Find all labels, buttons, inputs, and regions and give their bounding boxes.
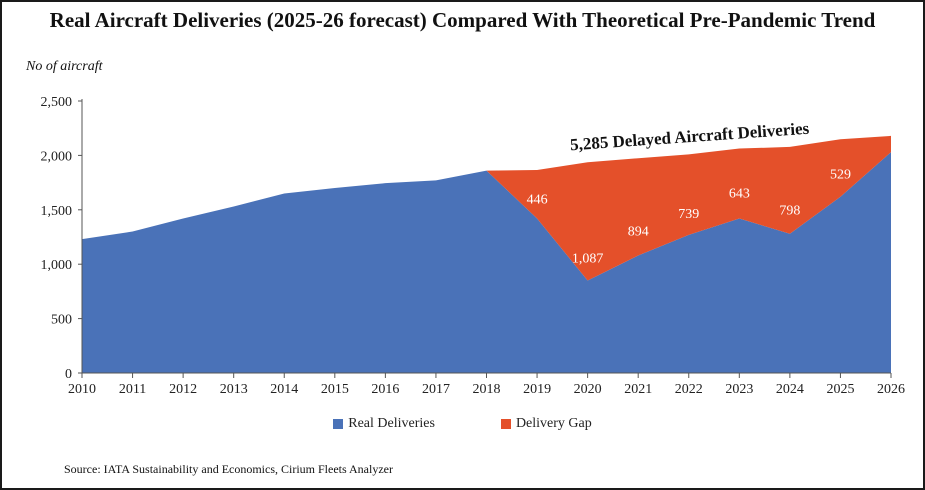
data-label-gap-2020: 1,087 xyxy=(572,252,604,267)
data-label-gap-2025: 529 xyxy=(830,168,851,183)
legend-label-real-deliveries: Real Deliveries xyxy=(348,416,435,431)
x-tick-label-2015: 2015 xyxy=(321,382,349,397)
legend-label-delivery-gap: Delivery Gap xyxy=(515,416,592,431)
y-tick-label-1000: 1,000 xyxy=(41,258,73,273)
x-tick-label-2014: 2014 xyxy=(270,382,298,397)
x-tick-label-2023: 2023 xyxy=(725,382,753,397)
x-tick-label-2026: 2026 xyxy=(877,382,905,397)
x-tick-label-2024: 2024 xyxy=(776,382,804,397)
y-tick-label-500: 500 xyxy=(51,313,72,328)
data-label-gap-2026: 149 xyxy=(863,125,884,140)
x-tick-label-2012: 2012 xyxy=(169,382,197,397)
y-tick-label-2500: 2,500 xyxy=(41,95,73,110)
source-note: Source: IATA Sustainability and Economic… xyxy=(64,462,393,476)
data-label-gap-2024: 798 xyxy=(779,204,800,219)
x-tick-label-2010: 2010 xyxy=(68,382,96,397)
series-area-real-deliveries xyxy=(82,152,891,373)
y-tick-label-0: 0 xyxy=(65,367,72,382)
y-tick-label-1500: 1,500 xyxy=(41,204,73,219)
y-tick-label-2000: 2,000 xyxy=(41,149,73,164)
x-tick-label-2022: 2022 xyxy=(675,382,703,397)
x-tick-label-2011: 2011 xyxy=(119,382,146,397)
x-tick-label-2025: 2025 xyxy=(826,382,854,397)
x-tick-label-2013: 2013 xyxy=(220,382,248,397)
data-label-gap-2022: 739 xyxy=(678,207,699,222)
chart-title: Real Aircraft Deliveries (2025-26 foreca… xyxy=(49,8,876,32)
y-axis-label: No of aircraft xyxy=(26,59,103,74)
x-tick-label-2019: 2019 xyxy=(523,382,551,397)
series-area-delivery-gap xyxy=(486,135,891,281)
x-tick-label-2018: 2018 xyxy=(473,382,501,397)
legend-item-delivery-gap: Delivery Gap xyxy=(500,416,592,432)
x-tick-label-2021: 2021 xyxy=(624,382,652,397)
data-label-gap-2021: 894 xyxy=(628,224,649,239)
x-tick-label-2020: 2020 xyxy=(574,382,602,397)
legend-swatch-delivery-gap xyxy=(500,419,511,429)
legend: Real Deliveries Delivery Gap xyxy=(2,416,923,432)
x-tick-label-2016: 2016 xyxy=(371,382,399,397)
data-label-gap-2019: 446 xyxy=(527,193,548,208)
legend-item-real-deliveries: Real Deliveries xyxy=(333,416,435,432)
x-tick-label-2017: 2017 xyxy=(422,382,450,397)
legend-swatch-real-deliveries xyxy=(333,419,344,429)
data-label-gap-2023: 643 xyxy=(729,187,750,202)
